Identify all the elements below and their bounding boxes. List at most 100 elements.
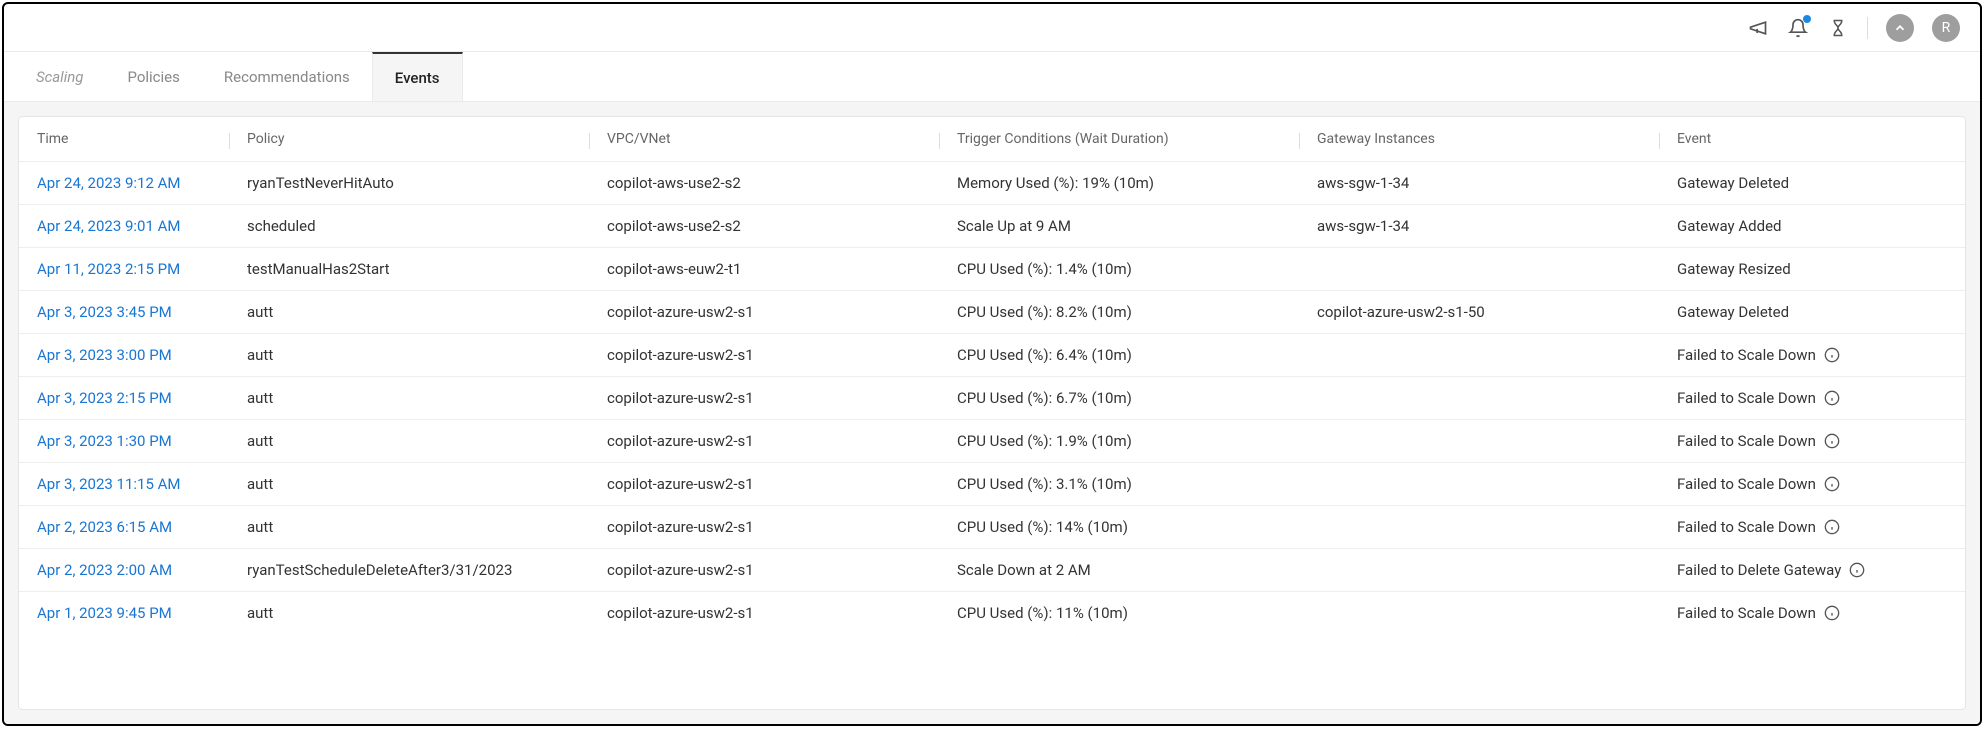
- collapse-up-button[interactable]: [1886, 14, 1914, 42]
- cell-event: Gateway Added: [1677, 217, 1947, 235]
- info-icon[interactable]: [1824, 476, 1840, 492]
- table-row: Apr 24, 2023 9:01 AMscheduledcopilot-aws…: [19, 204, 1965, 247]
- info-icon[interactable]: [1824, 390, 1840, 406]
- cell-trigger: Scale Down at 2 AM: [957, 561, 1317, 579]
- event-label: Failed to Scale Down: [1677, 518, 1816, 536]
- event-label: Gateway Resized: [1677, 260, 1791, 278]
- cell-trigger: CPU Used (%): 11% (10m): [957, 604, 1317, 622]
- cell-event: Gateway Deleted: [1677, 303, 1947, 321]
- cell-trigger: CPU Used (%): 14% (10m): [957, 518, 1317, 536]
- info-icon[interactable]: [1824, 347, 1840, 363]
- tab-policies[interactable]: Policies: [105, 52, 201, 101]
- cell-policy: autt: [247, 346, 607, 364]
- cell-vpc: copilot-aws-euw2-t1: [607, 260, 957, 278]
- cell-gateway: aws-sgw-1-34: [1317, 174, 1677, 192]
- col-header-event-label: Event: [1677, 131, 1711, 147]
- cell-time[interactable]: Apr 3, 2023 3:00 PM: [37, 346, 247, 364]
- col-header-time[interactable]: Time: [37, 131, 247, 147]
- notification-dot: [1803, 15, 1811, 23]
- megaphone-icon[interactable]: [1747, 17, 1769, 39]
- info-icon[interactable]: [1824, 519, 1840, 535]
- top-bar: R: [4, 4, 1980, 52]
- event-label: Failed to Scale Down: [1677, 475, 1816, 493]
- cell-trigger: Memory Used (%): 19% (10m): [957, 174, 1317, 192]
- table-row: Apr 3, 2023 3:45 PMauttcopilot-azure-usw…: [19, 290, 1965, 333]
- cell-vpc: copilot-aws-use2-s2: [607, 174, 957, 192]
- cell-event: Failed to Scale Down: [1677, 475, 1947, 493]
- cell-trigger: Scale Up at 9 AM: [957, 217, 1317, 235]
- tab-scaling[interactable]: Scaling: [14, 52, 105, 101]
- cell-trigger: CPU Used (%): 6.4% (10m): [957, 346, 1317, 364]
- notifications-icon[interactable]: [1787, 17, 1809, 39]
- cell-policy: autt: [247, 432, 607, 450]
- table-row: Apr 11, 2023 2:15 PMtestManualHas2Startc…: [19, 247, 1965, 290]
- cell-event: Gateway Deleted: [1677, 174, 1947, 192]
- cell-vpc: copilot-aws-use2-s2: [607, 217, 957, 235]
- tab-events[interactable]: Events: [372, 52, 463, 101]
- event-label: Failed to Scale Down: [1677, 604, 1816, 622]
- cell-vpc: copilot-azure-usw2-s1: [607, 346, 957, 364]
- table-row: Apr 2, 2023 2:00 AMryanTestScheduleDelet…: [19, 548, 1965, 591]
- col-header-policy[interactable]: Policy: [247, 131, 607, 147]
- cell-trigger: CPU Used (%): 6.7% (10m): [957, 389, 1317, 407]
- event-label: Failed to Scale Down: [1677, 389, 1816, 407]
- table-row: Apr 3, 2023 1:30 PMauttcopilot-azure-usw…: [19, 419, 1965, 462]
- info-icon[interactable]: [1824, 605, 1840, 621]
- table-row: Apr 3, 2023 2:15 PMauttcopilot-azure-usw…: [19, 376, 1965, 419]
- cell-policy: ryanTestScheduleDeleteAfter3/31/2023: [247, 561, 607, 579]
- cell-vpc: copilot-azure-usw2-s1: [607, 389, 957, 407]
- cell-time[interactable]: Apr 3, 2023 3:45 PM: [37, 303, 247, 321]
- event-label: Gateway Deleted: [1677, 174, 1789, 192]
- cell-gateway: copilot-azure-usw2-s1-50: [1317, 303, 1677, 321]
- cell-time[interactable]: Apr 2, 2023 2:00 AM: [37, 561, 247, 579]
- cell-vpc: copilot-azure-usw2-s1: [607, 475, 957, 493]
- cell-time[interactable]: Apr 1, 2023 9:45 PM: [37, 604, 247, 622]
- cell-vpc: copilot-azure-usw2-s1: [607, 561, 957, 579]
- col-header-gateway[interactable]: Gateway Instances: [1317, 131, 1677, 147]
- col-header-gateway-label: Gateway Instances: [1317, 131, 1435, 147]
- cell-policy: autt: [247, 518, 607, 536]
- cell-gateway: aws-sgw-1-34: [1317, 217, 1677, 235]
- cell-time[interactable]: Apr 24, 2023 9:01 AM: [37, 217, 247, 235]
- col-header-policy-label: Policy: [247, 131, 285, 147]
- col-header-event[interactable]: Event: [1677, 131, 1947, 147]
- cell-event: Failed to Scale Down: [1677, 518, 1947, 536]
- tab-recommendations[interactable]: Recommendations: [202, 52, 372, 101]
- table-body: Apr 24, 2023 9:12 AMryanTestNeverHitAuto…: [19, 161, 1965, 634]
- event-label: Failed to Scale Down: [1677, 432, 1816, 450]
- cell-event: Failed to Scale Down: [1677, 346, 1947, 364]
- info-icon[interactable]: [1849, 562, 1865, 578]
- table-row: Apr 3, 2023 11:15 AMauttcopilot-azure-us…: [19, 462, 1965, 505]
- col-header-vpc[interactable]: VPC/VNet: [607, 131, 957, 147]
- table-row: Apr 3, 2023 3:00 PMauttcopilot-azure-usw…: [19, 333, 1965, 376]
- info-icon[interactable]: [1824, 433, 1840, 449]
- event-label: Gateway Deleted: [1677, 303, 1789, 321]
- tab-bar: ScalingPoliciesRecommendationsEvents: [4, 52, 1980, 102]
- cell-trigger: CPU Used (%): 3.1% (10m): [957, 475, 1317, 493]
- user-avatar[interactable]: R: [1932, 14, 1960, 42]
- table-row: Apr 24, 2023 9:12 AMryanTestNeverHitAuto…: [19, 161, 1965, 204]
- cell-time[interactable]: Apr 11, 2023 2:15 PM: [37, 260, 247, 278]
- hourglass-icon[interactable]: [1827, 17, 1849, 39]
- cell-time[interactable]: Apr 3, 2023 2:15 PM: [37, 389, 247, 407]
- cell-vpc: copilot-azure-usw2-s1: [607, 518, 957, 536]
- cell-time[interactable]: Apr 24, 2023 9:12 AM: [37, 174, 247, 192]
- event-label: Failed to Scale Down: [1677, 346, 1816, 364]
- cell-vpc: copilot-azure-usw2-s1: [607, 303, 957, 321]
- cell-time[interactable]: Apr 2, 2023 6:15 AM: [37, 518, 247, 536]
- cell-time[interactable]: Apr 3, 2023 11:15 AM: [37, 475, 247, 493]
- cell-event: Failed to Scale Down: [1677, 389, 1947, 407]
- cell-trigger: CPU Used (%): 1.9% (10m): [957, 432, 1317, 450]
- cell-event: Gateway Resized: [1677, 260, 1947, 278]
- col-header-trigger[interactable]: Trigger Conditions (Wait Duration): [957, 131, 1317, 147]
- cell-trigger: CPU Used (%): 8.2% (10m): [957, 303, 1317, 321]
- cell-policy: ryanTestNeverHitAuto: [247, 174, 607, 192]
- cell-event: Failed to Scale Down: [1677, 432, 1947, 450]
- cell-time[interactable]: Apr 3, 2023 1:30 PM: [37, 432, 247, 450]
- table-row: Apr 2, 2023 6:15 AMauttcopilot-azure-usw…: [19, 505, 1965, 548]
- event-label: Gateway Added: [1677, 217, 1782, 235]
- cell-policy: autt: [247, 389, 607, 407]
- cell-policy: scheduled: [247, 217, 607, 235]
- table-header: Time Policy VPC/VNet Trigger Conditions …: [19, 117, 1965, 161]
- col-header-vpc-label: VPC/VNet: [607, 131, 671, 147]
